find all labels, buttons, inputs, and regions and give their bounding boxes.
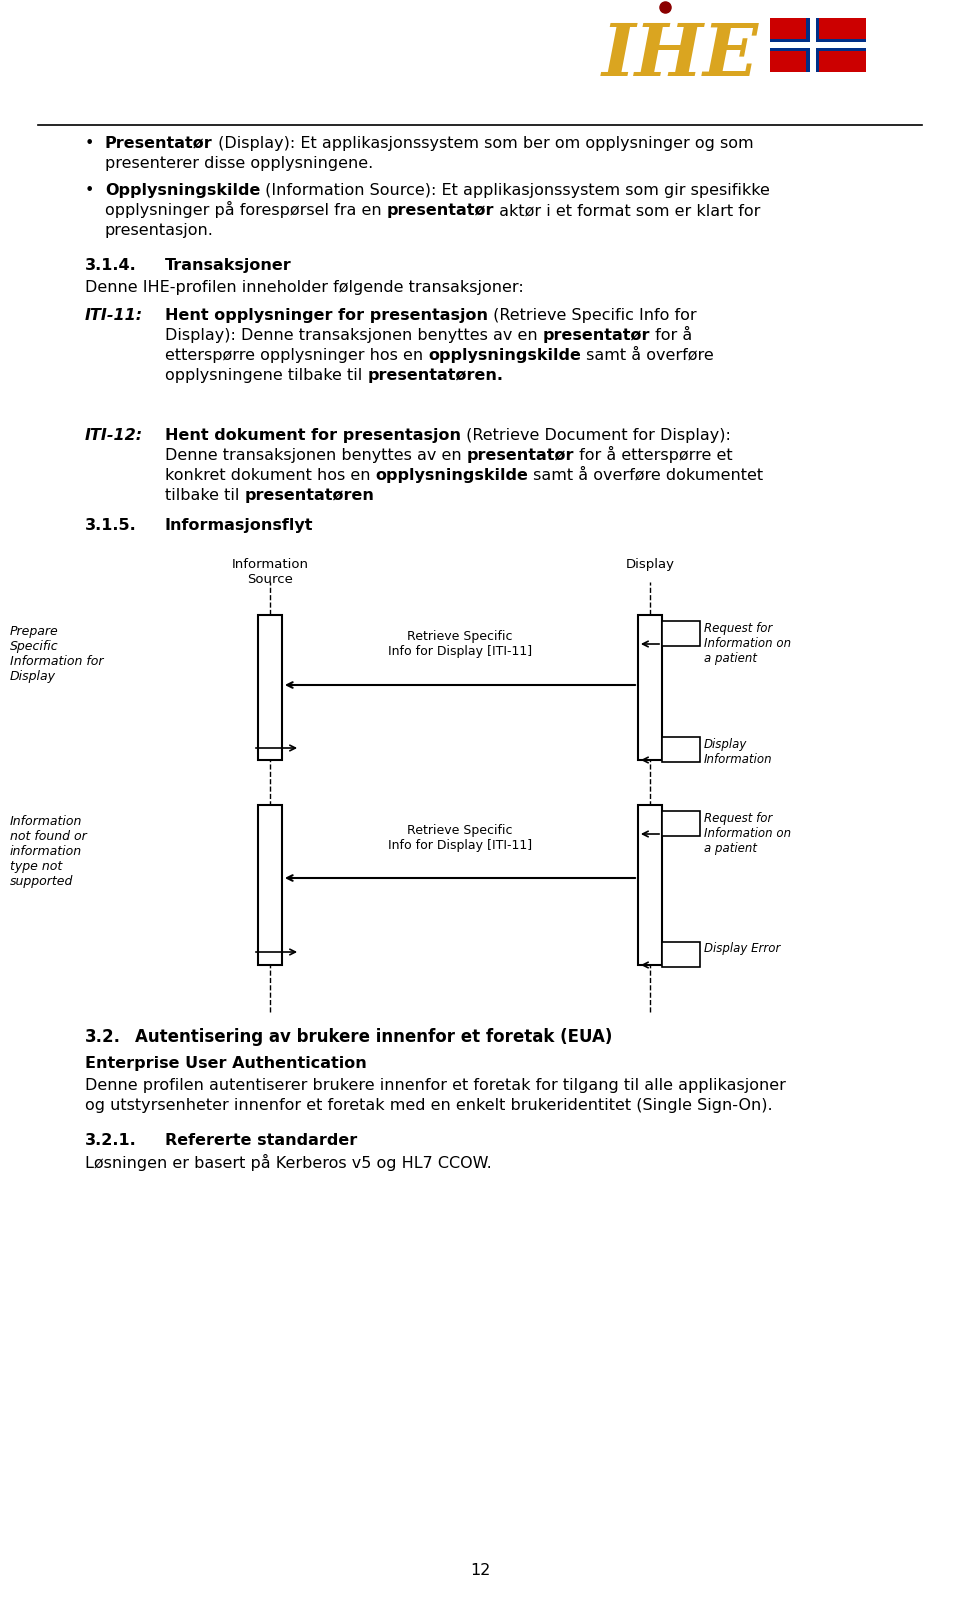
Text: presentatør: presentatør [467,449,574,463]
Text: presentatør: presentatør [387,202,494,219]
Bar [770,42,866,47]
Text: Request for
Information on
a patient: Request for Information on a patient [704,622,791,664]
Text: •: • [85,183,94,198]
Text: 3.2.: 3.2. [85,1029,121,1047]
Bar [806,18,819,71]
Text: Information
Source: Information Source [231,557,308,586]
Bar [258,805,282,966]
Text: Denne IHE-profilen inneholder følgende transaksjoner:: Denne IHE-profilen inneholder følgende t… [85,280,524,295]
Bar [662,941,700,967]
Text: og utstyrsenheter innenfor et foretak med en enkelt brukeridentitet (Single Sign: og utstyrsenheter innenfor et foretak me… [85,1098,773,1113]
Bar [662,812,700,836]
Text: Løsningen er basert på Kerberos v5 og HL7 CCOW.: Løsningen er basert på Kerberos v5 og HL… [85,1153,492,1171]
Text: presentatøren.: presentatøren. [368,368,503,382]
Text: opplysningene tilbake til: opplysningene tilbake til [165,368,368,382]
Text: presenterer disse opplysningene.: presenterer disse opplysningene. [105,156,373,172]
Text: (Retrieve Document for Display):: (Retrieve Document for Display): [461,428,731,442]
Text: 3.2.1.: 3.2.1. [85,1132,136,1149]
Text: Autentisering av brukere innenfor et foretak (EUA): Autentisering av brukere innenfor et for… [135,1029,612,1047]
Text: Display): Denne transaksjonen benyttes av en: Display): Denne transaksjonen benyttes a… [165,327,542,343]
Text: Hent dokument for presentasjon: Hent dokument for presentasjon [165,428,461,442]
Text: Transaksjoner: Transaksjoner [165,258,292,274]
Bar [638,805,662,966]
Text: Display: Display [626,557,675,570]
Text: Denne transaksjonen benyttes av en: Denne transaksjonen benyttes av en [165,449,467,463]
Text: 3.1.4.: 3.1.4. [85,258,136,274]
Text: presentatør: presentatør [542,327,650,343]
Text: Informasjonsflyt: Informasjonsflyt [165,518,314,533]
Text: Display
Information: Display Information [704,739,773,766]
Text: Display Error: Display Error [704,941,780,956]
Text: (Display): Et applikasjonssystem som ber om opplysninger og som: (Display): Et applikasjonssystem som ber… [213,136,754,151]
Text: konkret dokument hos en: konkret dokument hos en [165,468,375,483]
Text: Request for
Information on
a patient: Request for Information on a patient [704,812,791,855]
Text: IHE: IHE [601,19,758,91]
Text: ITI-12:: ITI-12: [85,428,143,442]
Text: samt å overføre: samt å overføre [581,348,714,363]
Bar [638,616,662,760]
Text: etterspørre opplysninger hos en: etterspørre opplysninger hos en [165,348,428,363]
Text: Retrieve Specific
Info for Display [ITI-11]: Retrieve Specific Info for Display [ITI-… [388,630,532,658]
Text: 3.1.5.: 3.1.5. [85,518,136,533]
Text: Prepare
Specific
Information for
Display: Prepare Specific Information for Display [10,625,104,684]
Text: aktør i et format som er klart for: aktør i et format som er klart for [494,202,760,219]
Bar [810,18,816,71]
Text: presentatøren: presentatøren [245,488,374,502]
Text: Refererte standarder: Refererte standarder [165,1132,357,1149]
Bar [258,616,282,760]
Text: Retrieve Specific
Info for Display [ITI-11]: Retrieve Specific Info for Display [ITI-… [388,825,532,852]
Bar [770,39,866,50]
Bar [770,18,866,71]
Text: opplysninger på forespørsel fra en: opplysninger på forespørsel fra en [105,201,387,219]
Bar [662,620,700,646]
Text: (Information Source): Et applikasjonssystem som gir spesifikke: (Information Source): Et applikasjonssys… [260,183,770,198]
Text: presentasjon.: presentasjon. [105,224,214,238]
Text: 12: 12 [469,1563,491,1578]
Text: Enterprise User Authentication: Enterprise User Authentication [85,1056,367,1071]
Text: •: • [85,136,94,151]
Text: Hent opplysninger for presentasjon: Hent opplysninger for presentasjon [165,308,488,322]
Text: (Retrieve Specific Info for: (Retrieve Specific Info for [488,308,697,322]
Text: Presentatør: Presentatør [105,136,213,151]
Text: Denne profilen autentiserer brukere innenfor et foretak for tilgang til alle app: Denne profilen autentiserer brukere inne… [85,1077,786,1094]
Text: opplysningskilde: opplysningskilde [375,468,529,483]
Text: for å: for å [650,327,692,343]
Text: samt å overføre dokumentet: samt å overføre dokumentet [529,468,763,483]
Bar [662,737,700,761]
Text: ITI-11:: ITI-11: [85,308,143,322]
Text: Opplysningskilde: Opplysningskilde [105,183,260,198]
Text: for å etterspørre et: for å etterspørre et [574,446,732,463]
Text: tilbake til: tilbake til [165,488,245,502]
Text: Information
not found or
information
type not
supported: Information not found or information typ… [10,815,86,888]
Text: opplysningskilde: opplysningskilde [428,348,581,363]
